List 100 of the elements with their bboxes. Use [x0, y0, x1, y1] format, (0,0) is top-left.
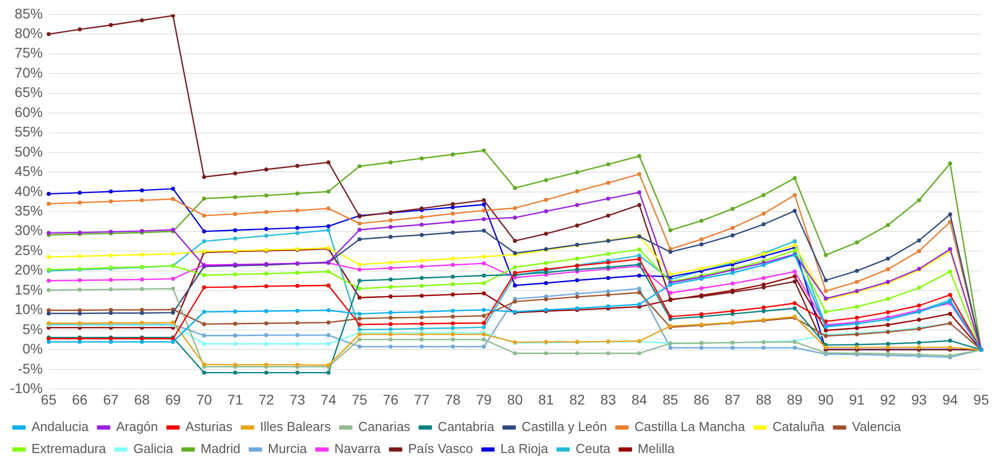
- point: [233, 322, 238, 326]
- point: [140, 198, 144, 202]
- point: [326, 370, 330, 375]
- x-tick-label: 80: [507, 391, 523, 408]
- x-tick-label: 79: [476, 391, 492, 408]
- point: [450, 152, 455, 156]
- point: [78, 278, 82, 282]
- point: [358, 237, 362, 242]
- point: [295, 320, 300, 325]
- point: [606, 276, 610, 280]
- point: [854, 326, 859, 330]
- point: [637, 172, 642, 176]
- point: [948, 312, 952, 316]
- point: [824, 319, 828, 324]
- point: [482, 320, 486, 325]
- point: [730, 281, 735, 286]
- x-tick-label: 91: [849, 391, 865, 408]
- point: [482, 228, 486, 233]
- point: [575, 256, 580, 261]
- point: [295, 308, 300, 313]
- point: [420, 276, 424, 280]
- point: [450, 282, 455, 286]
- point: [730, 346, 735, 350]
- point: [78, 200, 82, 205]
- point: [358, 268, 362, 272]
- legend-label: Melilla: [638, 441, 676, 456]
- point: [637, 274, 642, 278]
- point: [358, 316, 362, 321]
- point: [171, 310, 176, 315]
- point: [792, 279, 797, 284]
- point: [140, 340, 144, 344]
- point: [420, 284, 424, 288]
- point: [420, 326, 424, 330]
- point: [482, 198, 486, 202]
- point: [171, 276, 176, 281]
- point: [482, 291, 486, 296]
- point: [326, 283, 330, 288]
- point: [295, 230, 300, 235]
- point: [730, 233, 735, 238]
- point: [792, 306, 797, 310]
- legend-label: País Vasco: [408, 441, 473, 456]
- point: [699, 312, 704, 316]
- point: [295, 208, 300, 212]
- point: [575, 189, 580, 194]
- y-tick-label: 35%: [14, 202, 43, 219]
- point: [792, 301, 797, 306]
- x-tick-label: 89: [786, 391, 803, 408]
- y-tick-label: 25%: [14, 242, 43, 258]
- point: [637, 253, 642, 258]
- point: [233, 228, 238, 232]
- point: [46, 288, 51, 292]
- point: [202, 342, 206, 346]
- point: [233, 171, 238, 176]
- point: [482, 261, 486, 266]
- point: [730, 270, 735, 275]
- point: [202, 285, 206, 290]
- point: [854, 240, 859, 244]
- point: [450, 202, 455, 206]
- point: [420, 222, 424, 227]
- point: [388, 344, 393, 349]
- point: [512, 300, 517, 304]
- point: [264, 284, 268, 288]
- point: [575, 202, 580, 207]
- point: [202, 239, 206, 244]
- point: [824, 253, 828, 258]
- point: [233, 342, 238, 346]
- legend-label: Navarra: [334, 441, 382, 456]
- y-tick-label: 0%: [22, 340, 43, 357]
- y-tick-label: -5%: [18, 360, 43, 376]
- point: [544, 281, 548, 286]
- x-tick-label: 88: [756, 391, 772, 408]
- x-tick-label: 82: [569, 391, 586, 408]
- point: [326, 228, 330, 232]
- x-tick-label: 83: [600, 391, 616, 408]
- x-tick-label: 71: [227, 391, 244, 408]
- point: [420, 294, 424, 298]
- point: [78, 288, 82, 292]
- point: [295, 192, 300, 196]
- point: [762, 346, 766, 350]
- point: [202, 229, 206, 234]
- point: [637, 302, 642, 306]
- y-tick-label: 20%: [14, 262, 43, 278]
- point: [948, 270, 952, 274]
- point: [544, 297, 548, 302]
- point: [388, 218, 393, 222]
- point: [575, 278, 580, 282]
- point: [606, 351, 610, 356]
- point: [358, 312, 362, 316]
- y-tick-label: 65%: [14, 84, 43, 100]
- point: [482, 281, 486, 286]
- point: [388, 278, 393, 282]
- point: [326, 270, 330, 274]
- point: [140, 311, 144, 316]
- point: [730, 309, 735, 314]
- point: [46, 255, 51, 260]
- point: [140, 252, 144, 257]
- point: [637, 290, 642, 295]
- point: [420, 232, 424, 237]
- point: [792, 239, 797, 244]
- point: [46, 278, 51, 283]
